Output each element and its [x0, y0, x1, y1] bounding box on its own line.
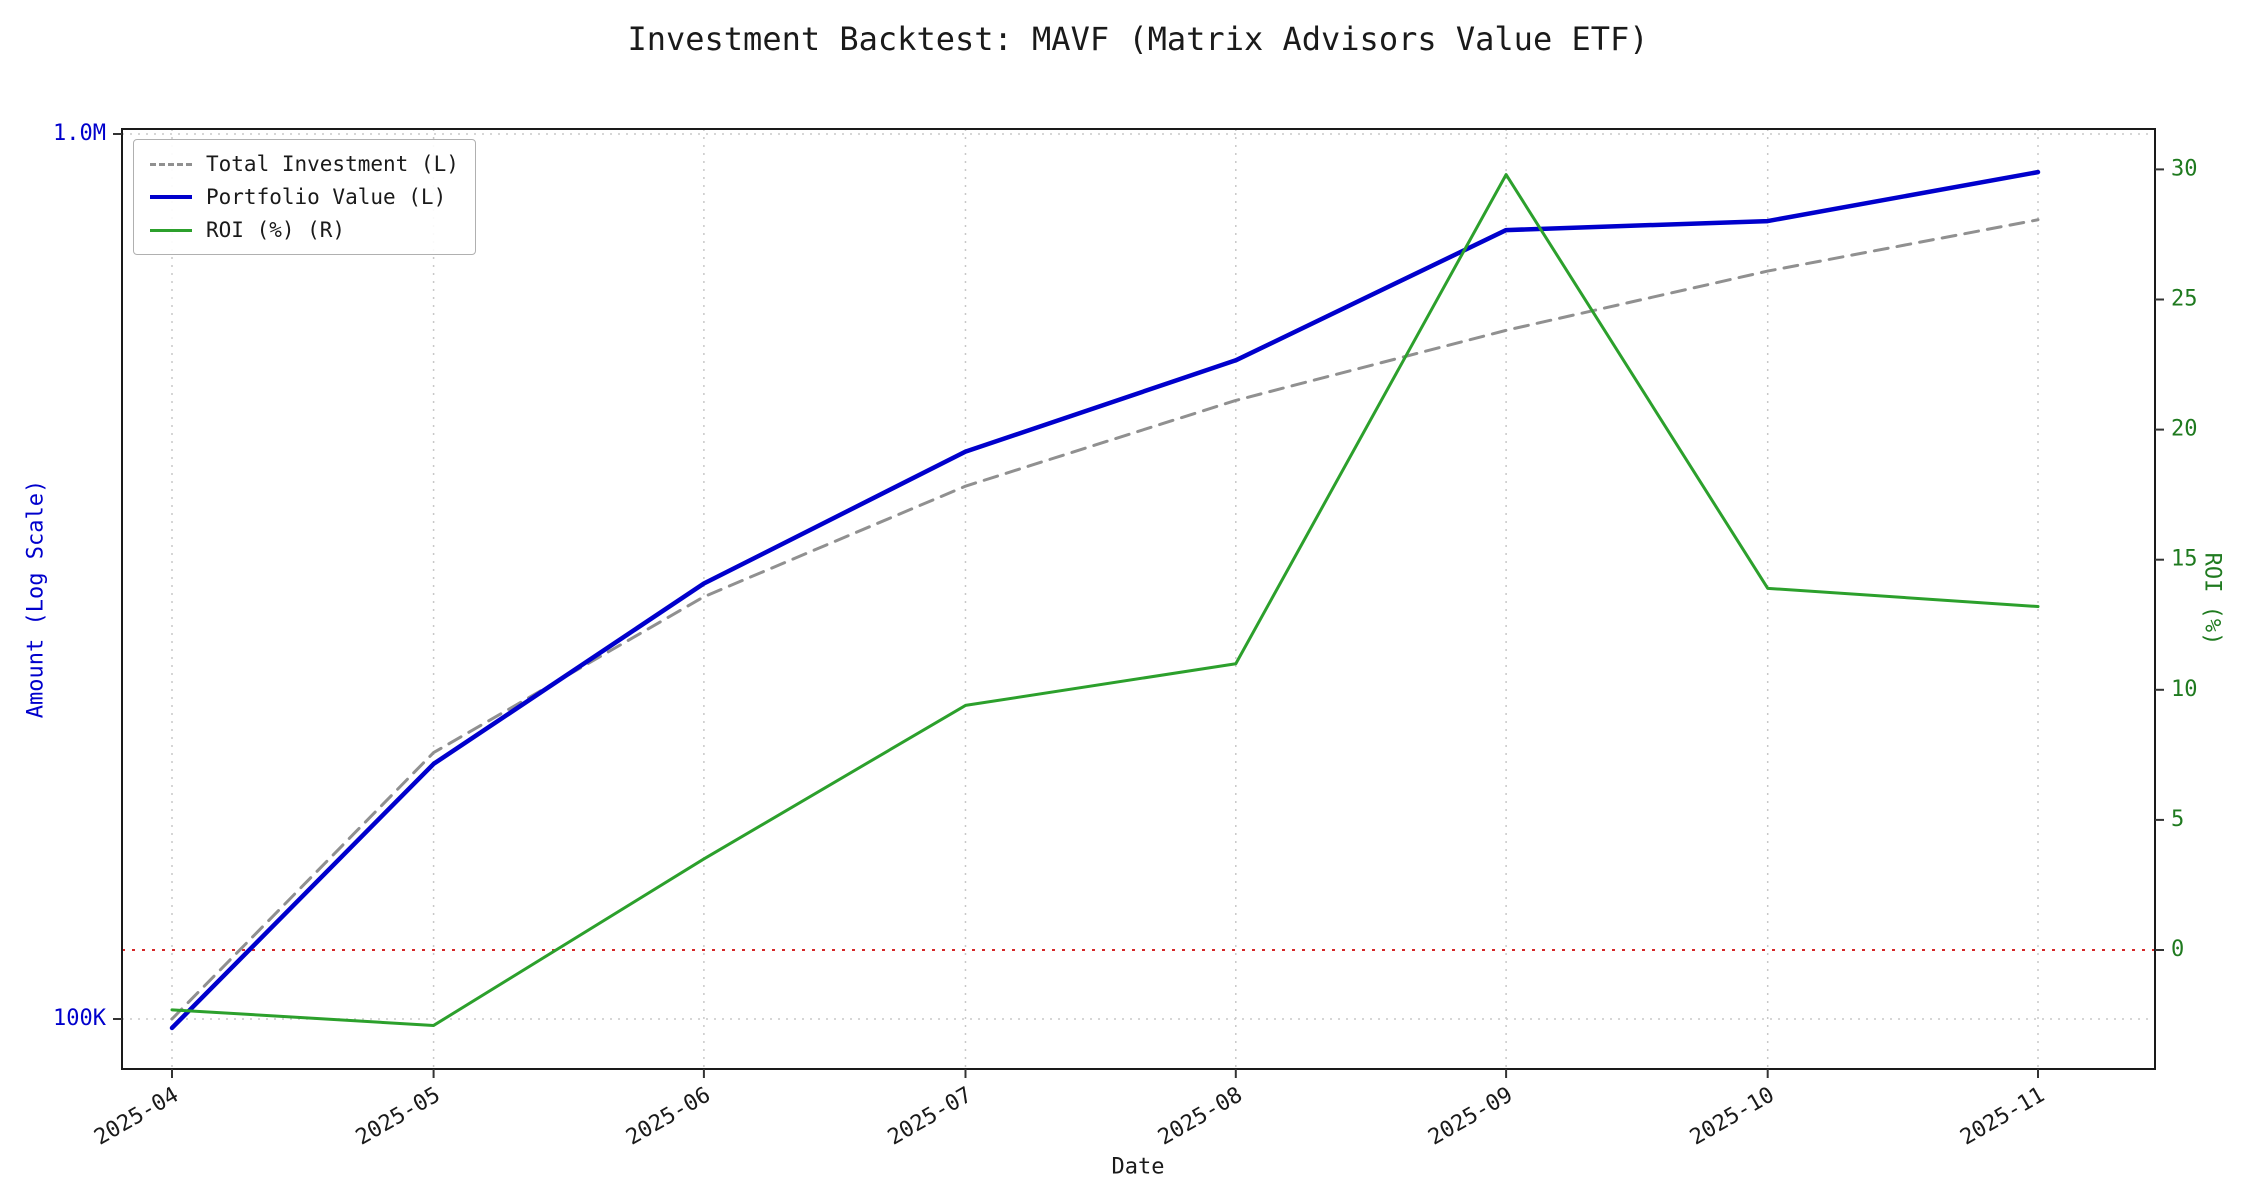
- x-tick-label: 2025-05: [352, 1083, 445, 1151]
- legend-label-roi: ROI (%) (R): [206, 218, 346, 242]
- x-tick-label: 2025-08: [1154, 1083, 1247, 1151]
- legend-line-sample-total-investment: [150, 162, 192, 166]
- grid: [122, 129, 2155, 1069]
- x-axis-title: Date: [1111, 1154, 1165, 1180]
- left-tick-label: 100K: [53, 1006, 107, 1031]
- legend-line-sample-portfolio-value: [150, 195, 192, 199]
- x-tick-label: 2025-04: [90, 1083, 183, 1151]
- series-line-portfolio-value-l: [169, 169, 2041, 1031]
- x-tick-label: 2025-09: [1424, 1083, 1517, 1151]
- right-tick-label: 15: [2171, 547, 2198, 572]
- x-tick-label: 2025-10: [1686, 1083, 1779, 1151]
- right-tick-label: 20: [2171, 417, 2198, 442]
- legend-line-sample-roi: [150, 228, 192, 232]
- right-tick-label: 0: [2171, 937, 2184, 962]
- legend: Total Investment (L) Portfolio Value (L)…: [133, 139, 476, 255]
- series-line-roi-r: [170, 173, 2040, 1027]
- legend-item-portfolio-value: Portfolio Value (L): [150, 185, 459, 209]
- right-tick-label: 10: [2171, 677, 2198, 702]
- x-tick-label: 2025-11: [1956, 1083, 2049, 1151]
- plot-frame: [121, 128, 2156, 1070]
- series-line-total-investment-l: [170, 218, 2040, 1021]
- legend-item-total-investment: Total Investment (L): [150, 152, 459, 176]
- x-tick-label: 2025-06: [622, 1083, 715, 1151]
- legend-label-portfolio-value: Portfolio Value (L): [206, 185, 447, 209]
- legend-label-total-investment: Total Investment (L): [206, 152, 459, 176]
- left-tick-label: 1.0M: [53, 121, 106, 146]
- right-tick-label: 5: [2171, 807, 2184, 832]
- x-tick-label: 2025-07: [884, 1083, 977, 1151]
- right-tick-label: 30: [2171, 156, 2198, 181]
- left-axis-title: Amount (Log Scale): [23, 479, 49, 719]
- right-axis-title: ROI (%): [2199, 552, 2225, 646]
- right-tick-label: 25: [2171, 287, 2198, 312]
- legend-item-roi: ROI (%) (R): [150, 218, 459, 242]
- chart-title: Investment Backtest: MAVF (Matrix Adviso…: [627, 20, 1649, 58]
